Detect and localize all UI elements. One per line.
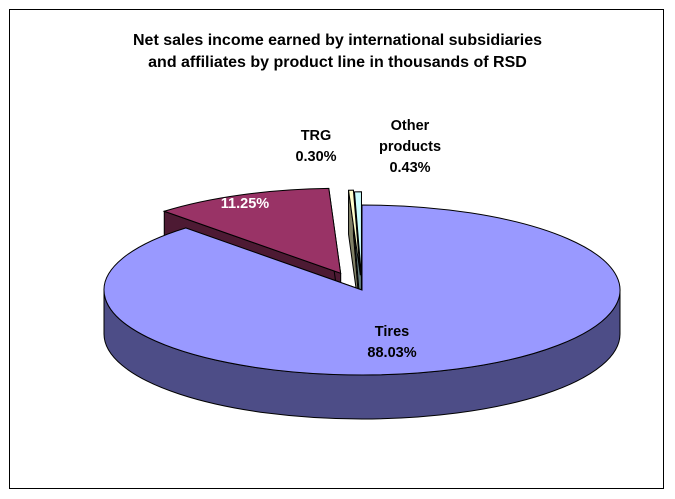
data-label-other-products: Other products 0.43%	[379, 118, 441, 176]
chart-title-line-1: Net sales income earned by international…	[132, 32, 543, 49]
data-label-tires: Tires 88.03%	[367, 324, 416, 361]
pie-slice-trg	[347, 189, 361, 276]
pie-slice-footwear	[162, 187, 342, 275]
pie-slice-tires	[103, 204, 621, 376]
pie-slice-other-products	[353, 191, 362, 277]
data-label-footwear: Footwear 11.25%	[213, 175, 278, 212]
chart-title: Net sales income earned by international…	[0, 30, 675, 74]
chart-title-line-2: and affiliates by product line in thousa…	[148, 54, 527, 71]
data-label-trg: TRG 0.30%	[295, 128, 336, 165]
